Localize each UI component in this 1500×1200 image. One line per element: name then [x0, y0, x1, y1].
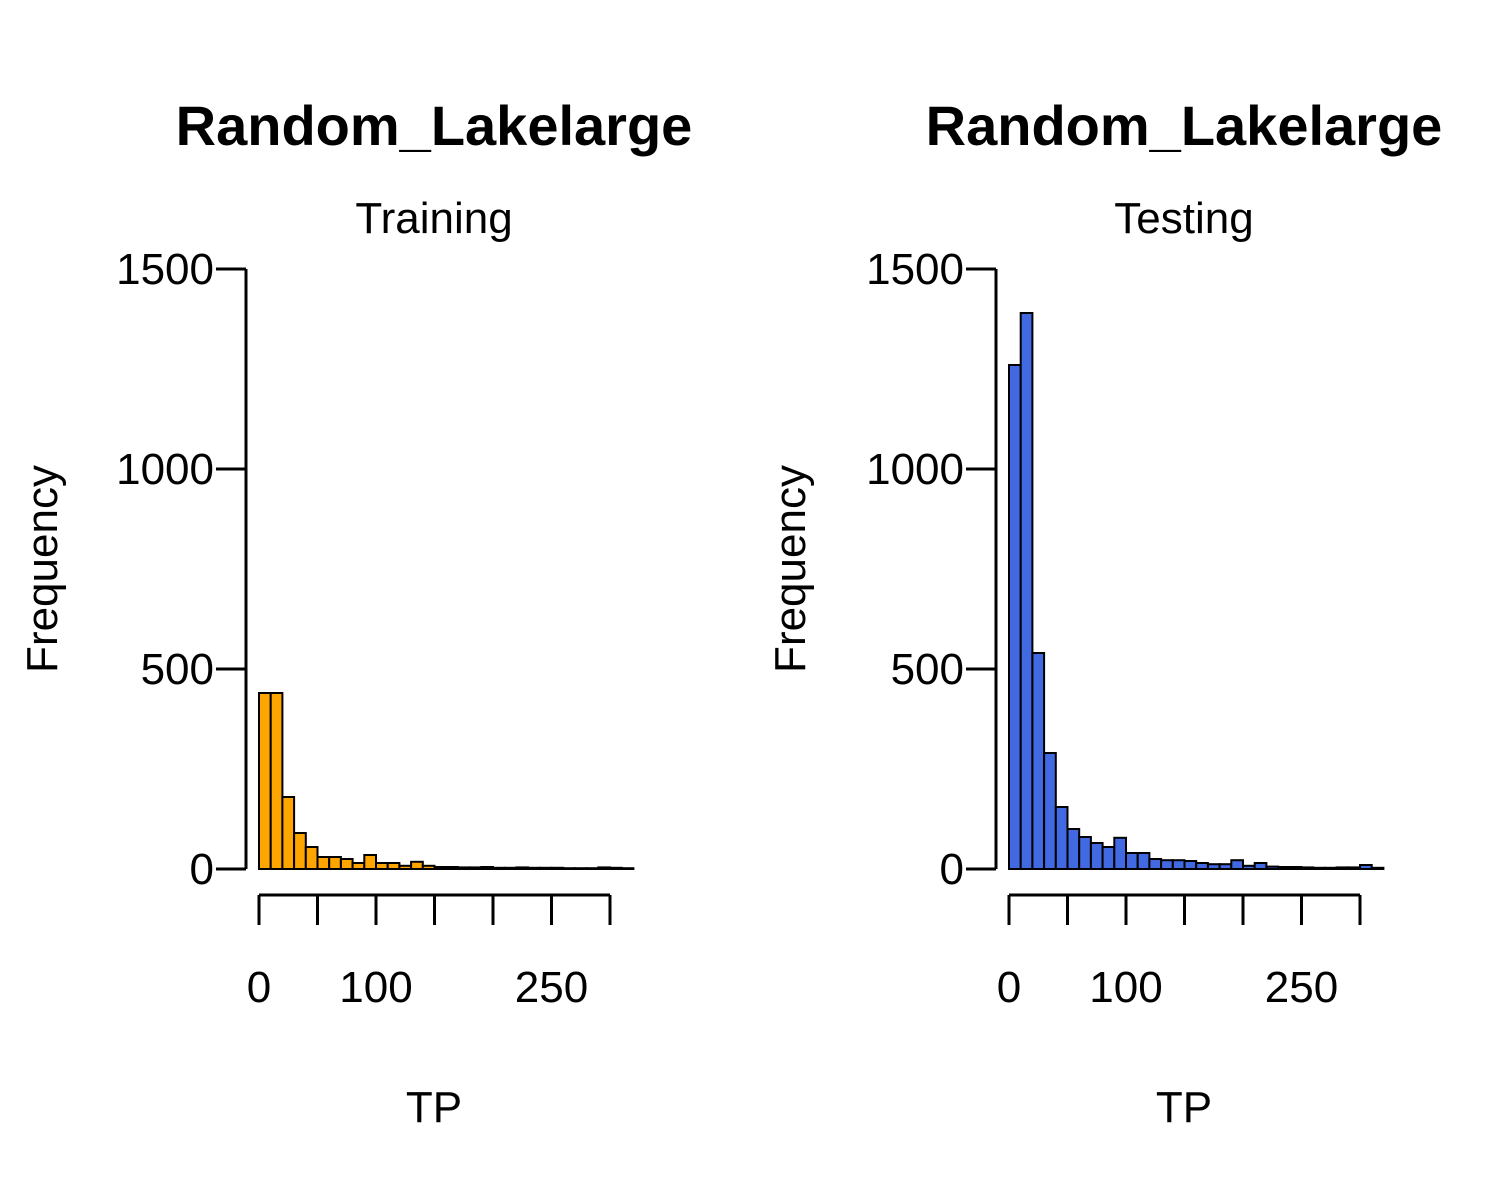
testing-bar-280	[1335, 866, 1350, 871]
testing-bar-210	[1253, 862, 1268, 870]
testing-bar-40	[1054, 806, 1069, 870]
training-bar-60	[328, 856, 342, 870]
testing-bar-240	[1288, 866, 1303, 870]
training-bar-200	[492, 866, 506, 870]
testing-x-axis-label: TP	[1156, 1083, 1212, 1132]
training-title: Random_Lakelarge	[176, 94, 693, 157]
testing-bar-200	[1242, 864, 1256, 870]
training-bar-90	[363, 854, 377, 870]
testing-subtitle: Testing	[1114, 194, 1253, 243]
training-bar-80	[351, 862, 366, 870]
testing-x-axis: 0 100 250	[997, 893, 1362, 1012]
training-bar-250	[550, 866, 565, 870]
training-bar-300	[609, 866, 623, 870]
training-bar-40	[304, 846, 319, 870]
testing-bars	[1008, 312, 1385, 871]
training-bar-0	[258, 692, 272, 870]
training-y-tick-label-1000: 1000	[116, 445, 214, 494]
training-bar-110	[386, 862, 401, 870]
training-bar-30	[293, 832, 307, 870]
training-x-tick-label-100: 100	[339, 963, 412, 1012]
training-bar-100	[375, 862, 389, 870]
testing-bar-310	[1370, 866, 1385, 870]
training-bar-220	[515, 866, 530, 871]
training-bar-190	[480, 866, 494, 870]
testing-bar-30	[1043, 752, 1057, 870]
testing-y-axis: 0 500 1000 1500	[866, 245, 998, 894]
testing-bar-110	[1136, 852, 1151, 870]
testing-y-tick-label-500: 500	[891, 645, 964, 694]
training-bar-170	[456, 866, 471, 871]
training-bar-240	[538, 866, 553, 870]
training-y-axis-label: Frequency	[18, 465, 67, 673]
testing-bar-270	[1323, 866, 1338, 870]
testing-bar-130	[1160, 859, 1174, 871]
testing-bar-50	[1066, 828, 1081, 870]
training-bar-270	[573, 867, 588, 871]
testing-bar-170	[1206, 863, 1221, 871]
training-bar-10	[269, 692, 284, 870]
training-subtitle: Training	[355, 194, 512, 243]
testing-bar-140	[1171, 859, 1186, 871]
training-bar-70	[339, 858, 354, 870]
testing-bar-160	[1195, 862, 1209, 870]
training-bar-280	[585, 867, 600, 871]
testing-title: Random_Lakelarge	[926, 94, 1443, 157]
training-bar-120	[398, 864, 413, 870]
testing-bar-150	[1183, 860, 1198, 870]
training-bars	[258, 692, 635, 871]
testing-bar-190	[1230, 859, 1245, 871]
testing-bar-80	[1101, 846, 1116, 870]
training-bar-310	[620, 867, 635, 871]
training-bar-150	[433, 866, 448, 870]
training-x-tick-label-0: 0	[247, 963, 271, 1012]
testing-bar-250	[1300, 866, 1315, 871]
testing-x-tick-label-100: 100	[1089, 963, 1162, 1012]
testing-y-axis-label: Frequency	[766, 465, 815, 673]
training-bar-130	[410, 860, 424, 870]
testing-bar-290	[1347, 866, 1362, 871]
testing-histogram-panel: Random_Lakelarge Testing TP Frequency 0 5…	[766, 94, 1442, 1132]
testing-bar-260	[1312, 866, 1326, 870]
training-bar-210	[503, 866, 518, 870]
training-x-axis-label: TP	[406, 1083, 462, 1132]
training-bar-180	[468, 866, 483, 871]
testing-y-tick-label-1500: 1500	[866, 245, 964, 294]
testing-bar-60	[1078, 836, 1092, 870]
testing-bar-20	[1031, 652, 1046, 870]
training-x-axis: 0 100 250	[247, 893, 612, 1012]
testing-x-tick-label-250: 250	[1265, 963, 1338, 1012]
testing-bar-180	[1218, 863, 1233, 871]
training-y-tick-label-500: 500	[141, 645, 214, 694]
testing-bar-10	[1019, 312, 1034, 870]
training-bar-260	[562, 867, 576, 871]
training-x-tick-label-250: 250	[515, 963, 588, 1012]
training-bar-230	[527, 866, 541, 870]
training-bar-140	[421, 864, 436, 870]
testing-bar-70	[1089, 842, 1104, 870]
training-y-axis: 0 500 1000 1500	[116, 245, 248, 894]
training-bar-160	[445, 866, 459, 870]
testing-bar-120	[1148, 858, 1163, 870]
training-y-tick-label-1500: 1500	[116, 245, 214, 294]
training-bar-20	[281, 796, 296, 870]
testing-bar-0	[1008, 364, 1022, 870]
training-bar-50	[316, 856, 331, 870]
testing-bar-100	[1125, 852, 1139, 870]
training-histogram-panel: Random_Lakelarge Training TP Frequency 0…	[18, 94, 692, 1132]
training-y-tick-label-0: 0	[190, 845, 214, 894]
training-bar-290	[597, 866, 611, 871]
testing-y-tick-label-1000: 1000	[866, 445, 964, 494]
testing-bar-300	[1359, 864, 1373, 870]
testing-bar-230	[1277, 866, 1291, 870]
testing-bar-90	[1113, 836, 1128, 870]
testing-bar-220	[1265, 865, 1280, 870]
testing-x-tick-label-0: 0	[997, 963, 1021, 1012]
testing-y-tick-label-0: 0	[940, 845, 964, 894]
